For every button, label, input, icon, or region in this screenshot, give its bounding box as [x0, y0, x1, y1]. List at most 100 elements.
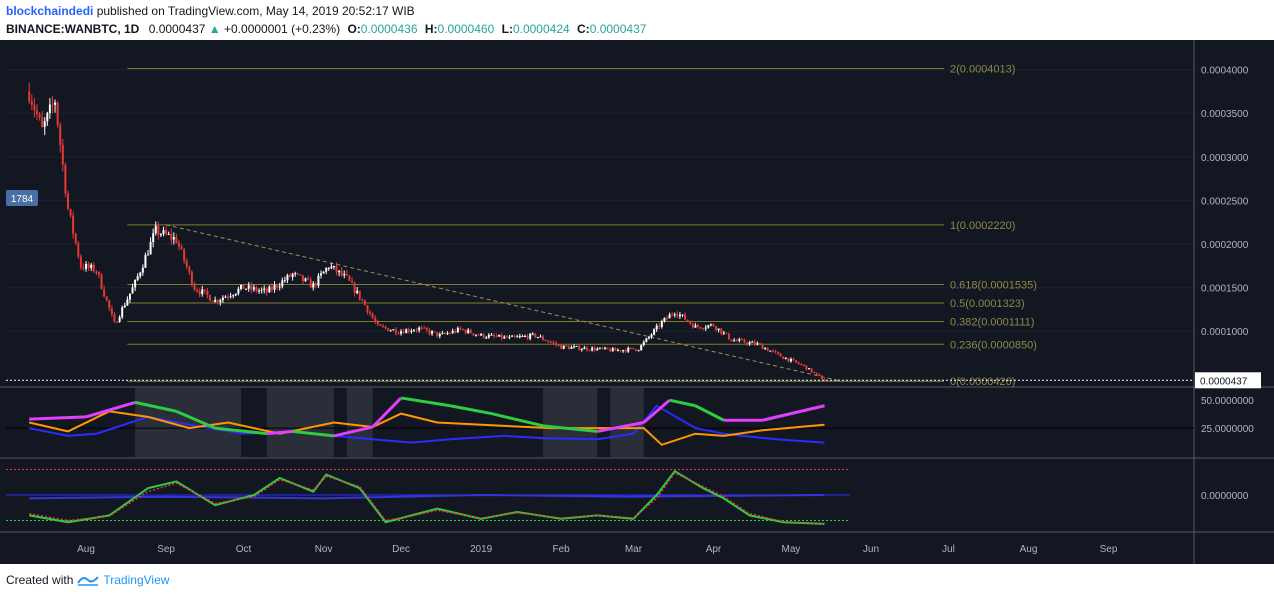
osc1-rsi-segment — [371, 396, 403, 429]
candle-body — [397, 333, 400, 335]
published-text: published on TradingView.com, May 14, 20… — [96, 4, 415, 18]
time-axis-label: Feb — [553, 544, 571, 555]
candle-body — [296, 273, 299, 275]
candle-body — [239, 284, 242, 289]
candle-body — [301, 275, 304, 282]
candle-body — [616, 350, 619, 352]
candle-body — [580, 349, 583, 351]
candle-body — [358, 290, 361, 300]
time-axis-label: Mar — [625, 544, 643, 555]
candle-body — [498, 334, 501, 337]
candle-body — [696, 325, 699, 327]
candle-body — [193, 284, 196, 290]
candle-body — [185, 260, 188, 267]
candle-body — [242, 284, 245, 290]
candle-body — [593, 347, 596, 351]
candle-body — [588, 350, 591, 352]
price-axis-label: 0.0004000 — [1201, 66, 1249, 77]
candle-body — [433, 331, 436, 333]
time-axis-label: Sep — [157, 544, 175, 555]
candle-body — [598, 347, 601, 349]
candle-body — [596, 348, 599, 351]
last-price: 0.0000437 — [148, 22, 206, 36]
candle-body — [394, 329, 397, 334]
osc1-rsi-segment — [642, 399, 671, 424]
osc1-rsi-segment — [85, 400, 136, 419]
candle-body — [423, 327, 426, 329]
candle-body — [544, 339, 547, 341]
candle-body — [702, 328, 705, 330]
open-label: O: — [347, 22, 361, 36]
candle-body — [480, 333, 483, 336]
osc1-rsi-segment — [29, 415, 87, 421]
candle-body — [777, 352, 780, 354]
candle-body — [676, 314, 679, 317]
candle-body — [118, 317, 121, 323]
candle-body — [446, 333, 449, 335]
candle-body — [363, 300, 366, 306]
fib-level-label: 0(0.0000426) — [950, 376, 1015, 388]
candle-body — [779, 353, 782, 357]
candle-body — [59, 124, 62, 145]
candle-body — [539, 336, 542, 338]
candle-body — [756, 343, 759, 345]
candle-body — [332, 265, 335, 267]
candle-body — [64, 164, 67, 194]
candle-body — [658, 325, 661, 327]
candle-body — [715, 326, 718, 330]
candle-body — [707, 325, 710, 328]
candle-body — [320, 273, 323, 276]
osc1-rsi-segment — [266, 429, 293, 436]
candle-body — [622, 350, 625, 352]
fib-level-label: 0.618(0.0001535) — [950, 280, 1037, 292]
shaded-zone — [571, 388, 598, 457]
candle-body — [211, 300, 214, 302]
candle-body — [820, 375, 823, 380]
tradingview-brand-link[interactable]: TradingView — [103, 573, 170, 587]
candle-body — [727, 333, 730, 340]
candle-body — [678, 314, 681, 317]
candle-body — [381, 325, 384, 327]
candle-body — [92, 264, 95, 272]
fib-level-label: 2(0.0004013) — [950, 64, 1015, 76]
publish-header: blockchaindedi published on TradingView.… — [6, 4, 415, 18]
candle-body — [376, 321, 379, 325]
candle-body — [766, 348, 769, 351]
created-with-text: Created with — [6, 573, 74, 587]
candle-body — [609, 349, 612, 352]
chart-background — [0, 40, 1274, 564]
candle-body — [521, 335, 524, 337]
candle-body — [547, 340, 550, 342]
candle-body — [684, 314, 687, 320]
candle-body — [245, 288, 248, 290]
candle-body — [513, 335, 516, 337]
candle-body — [694, 325, 697, 328]
candle-body — [400, 331, 403, 334]
candle-body — [353, 282, 356, 294]
candle-body — [105, 296, 108, 301]
osc1-axis-label: 50.0000000 — [1201, 396, 1254, 407]
candle-body — [523, 335, 526, 337]
price-axis-label: 0.0002000 — [1201, 240, 1249, 251]
candle-body — [345, 273, 348, 276]
candle-body — [722, 332, 725, 334]
candle-body — [177, 242, 180, 247]
candle-body — [170, 233, 173, 240]
candle-body — [165, 229, 168, 234]
candle-body — [743, 339, 746, 343]
author-link[interactable]: blockchaindedi — [6, 4, 94, 18]
chart-area[interactable]: 0.0004000 0.0003500 0.0003000 0.0002500 0.00… — [0, 40, 1274, 564]
change-up-icon: ▲ — [208, 22, 221, 36]
candle-body — [782, 356, 785, 359]
candle-body — [575, 345, 578, 347]
price-axis-label: 0.0003000 — [1201, 153, 1249, 164]
fib-level-label: 0.236(0.0000850) — [950, 339, 1037, 351]
candle-body — [51, 104, 54, 106]
candle-body — [121, 307, 124, 318]
candle-body — [764, 348, 767, 350]
shaded-zone — [266, 388, 334, 457]
candle-body — [384, 326, 387, 329]
price-axis-label: 0.0001000 — [1201, 327, 1249, 338]
candle-body — [366, 305, 369, 313]
candle-body — [340, 270, 343, 276]
